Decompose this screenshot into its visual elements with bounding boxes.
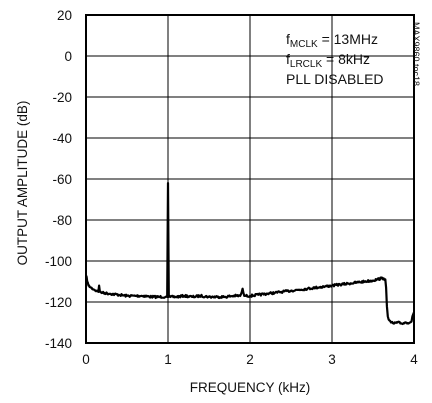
x-axis-label: FREQUENCY (kHz) — [190, 380, 311, 395]
y-tick-label: -40 — [52, 131, 72, 146]
x-tick-label: 2 — [246, 352, 254, 367]
figure-code: MAX9860 toc18 — [411, 22, 421, 86]
y-axis-label: OUTPUT AMPLITUDE (dB) — [15, 101, 30, 266]
x-tick-label: 0 — [82, 352, 90, 367]
annotation-lrclk-value: = 8kHz — [322, 51, 370, 67]
y-tick-label: -20 — [52, 90, 72, 105]
y-tick-label: 0 — [64, 49, 72, 64]
y-tick-label: -100 — [45, 254, 72, 269]
y-tick-label: 20 — [57, 8, 72, 23]
y-tick-label: -140 — [45, 336, 72, 351]
x-tick-label: 3 — [328, 352, 336, 367]
annotation-mclk: fMCLK = 13MHz — [286, 31, 378, 50]
annotation-lrclk-f: f — [286, 51, 290, 67]
annotation-pll: PLL DISABLED — [286, 71, 384, 87]
x-tick-label: 4 — [410, 352, 418, 367]
y-tick-label: -120 — [45, 295, 72, 310]
annotation-lrclk: fLRCLK = 8kHz — [286, 51, 370, 70]
annotation-mclk-f: f — [286, 31, 290, 47]
y-tick-label: -60 — [52, 172, 72, 187]
x-tick-labels: 0 1 2 3 4 — [82, 352, 418, 367]
x-tick-label: 1 — [164, 352, 172, 367]
series-line — [84, 182, 416, 326]
annotation-lrclk-sub: LRCLK — [290, 59, 323, 70]
plot-frame — [85, 14, 415, 344]
y-tick-labels: 20 0 -20 -40 -60 -80 -100 -120 -140 — [45, 8, 72, 351]
annotation-mclk-sub: MCLK — [290, 39, 318, 50]
series-layer — [84, 182, 416, 326]
annotation-mclk-value: = 13MHz — [318, 31, 378, 47]
y-tick-label: -80 — [52, 213, 72, 228]
